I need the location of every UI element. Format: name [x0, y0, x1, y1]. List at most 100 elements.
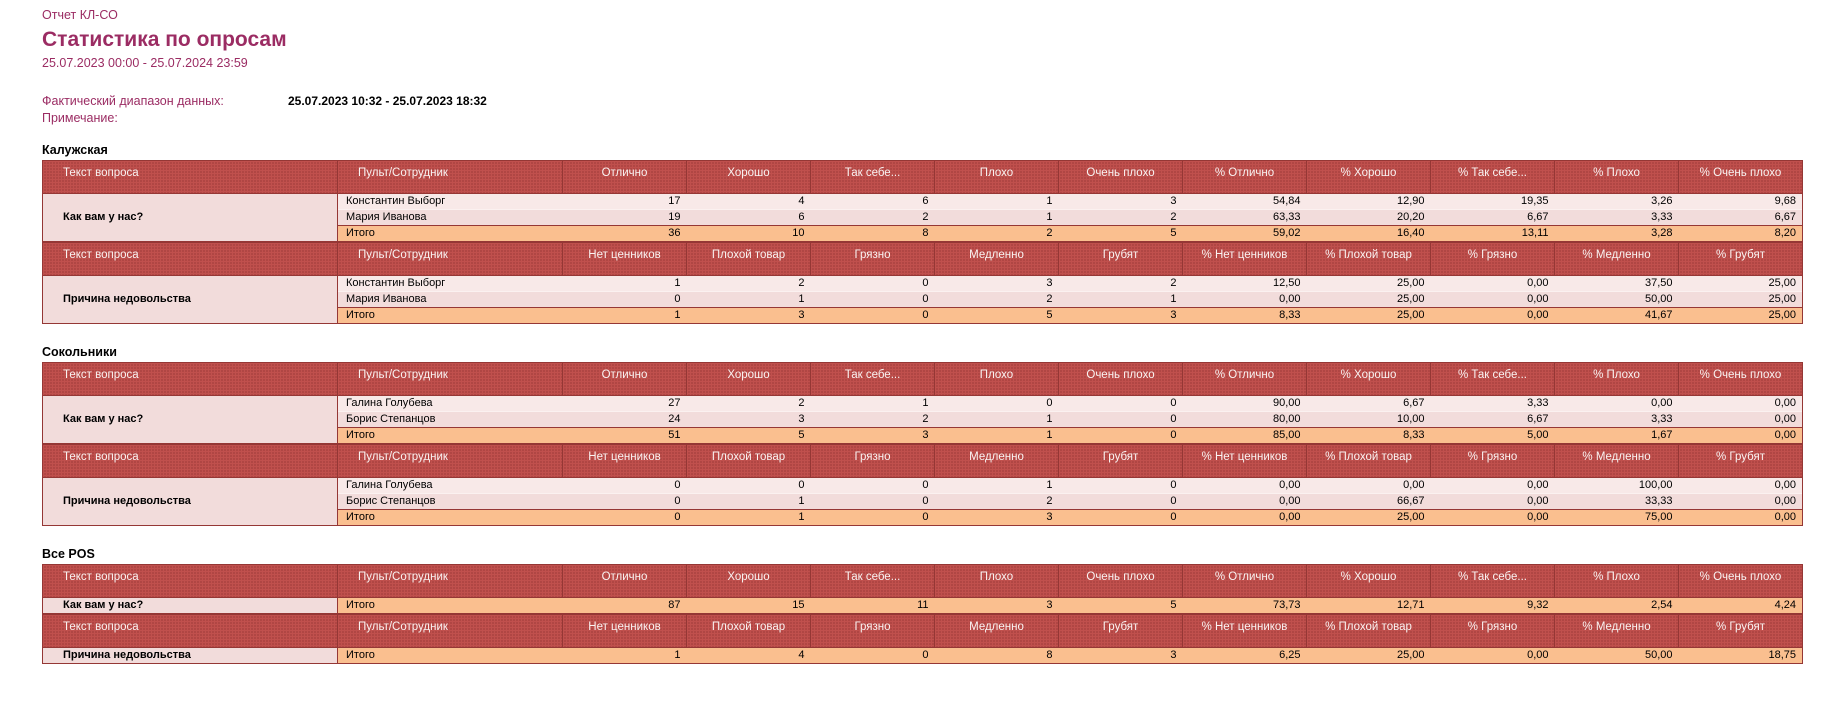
column-header-cell: % Нет ценников: [1182, 444, 1307, 478]
value-cell: 80,00: [1182, 411, 1307, 428]
value-cell: 1: [562, 647, 687, 664]
column-header-cell: Текст вопроса: [42, 242, 338, 276]
value-cell: 90,00: [1182, 395, 1307, 412]
column-header-cell: % Грубят: [1678, 614, 1803, 648]
column-header-cell: Отлично: [562, 564, 687, 598]
total-label-cell: Итого: [337, 427, 563, 444]
value-cell: 0,00: [1430, 477, 1555, 494]
value-cell: 66,67: [1306, 493, 1431, 510]
data-row: Мария Иванова 19 6 2 1 2 63,33 20,20 6,67 3,33 6,6…: [43, 209, 1803, 226]
value-cell: 6,67: [1430, 411, 1555, 428]
employee-cell: Борис Степанцов: [337, 411, 563, 428]
value-cell: 0: [686, 477, 811, 494]
value-cell: 25,00: [1306, 275, 1431, 292]
value-cell: 50,00: [1554, 291, 1679, 308]
value-cell: 3: [934, 509, 1059, 526]
page-title: Статистика по опросам: [42, 28, 287, 51]
value-cell: 41,67: [1554, 307, 1679, 324]
value-cell: 6: [810, 193, 935, 210]
section: Калужская Текст вопроса Пульт/Сотрудник Отл…: [42, 143, 1838, 324]
column-header-cell: % Хорошо: [1306, 564, 1431, 598]
value-cell: 0: [810, 493, 935, 510]
column-header-cell: % Медленно: [1554, 242, 1679, 276]
actual-range-row: Фактический диапазон данных: 25.07.2023 1…: [42, 93, 1838, 110]
value-cell: 25,00: [1678, 291, 1803, 308]
column-header-cell: Плохо: [934, 564, 1059, 598]
value-cell: 0,00: [1430, 291, 1555, 308]
column-header-cell: % Отлично: [1182, 362, 1307, 396]
value-cell: 0,00: [1430, 647, 1555, 664]
value-cell: 0,00: [1182, 509, 1307, 526]
column-header-cell: Нет ценников: [562, 614, 687, 648]
value-cell: 3: [1058, 647, 1183, 664]
value-cell: 18,75: [1678, 647, 1803, 664]
data-row: Как вам у нас? Константин Выборг 17 4 6 1 3 54,…: [42, 193, 1803, 242]
column-header-cell: % Грубят: [1678, 444, 1803, 478]
value-cell: 11: [810, 597, 935, 614]
value-cell: 1: [1058, 291, 1183, 308]
value-cell: 3: [934, 597, 1059, 614]
column-header-cell: Грубят: [1058, 242, 1183, 276]
column-header-cell: Нет ценников: [562, 242, 687, 276]
value-cell: 73,73: [1182, 597, 1307, 614]
value-cell: 5: [934, 307, 1059, 324]
column-header-cell: Медленно: [934, 242, 1059, 276]
value-cell: 1: [562, 275, 687, 292]
value-cell: 87: [562, 597, 687, 614]
value-cell: 85,00: [1182, 427, 1307, 444]
data-row: Причина недовольства Константин Выборг 1 2 0…: [42, 275, 1803, 324]
column-header-cell: Грубят: [1058, 614, 1183, 648]
value-cell: 19: [562, 209, 687, 226]
value-cell: 2: [934, 225, 1059, 242]
column-header-cell: % Плохой товар: [1306, 242, 1431, 276]
value-cell: 0,00: [1678, 493, 1803, 510]
value-cell: 63,33: [1182, 209, 1307, 226]
column-header-cell: % Плохо: [1554, 362, 1679, 396]
column-header-cell: Медленно: [934, 444, 1059, 478]
value-cell: 1: [562, 307, 687, 324]
value-cell: 10,00: [1306, 411, 1431, 428]
value-cell: 0,00: [1182, 477, 1307, 494]
report-meta: Фактический диапазон данных: 25.07.2023 1…: [42, 93, 1838, 127]
value-cell: 5,00: [1430, 427, 1555, 444]
value-cell: 0: [810, 291, 935, 308]
column-header-cell: Хорошо: [686, 564, 811, 598]
value-cell: 0: [562, 291, 687, 308]
column-header-cell: Так себе...: [810, 564, 935, 598]
value-cell: 0,00: [1182, 291, 1307, 308]
data-row: Причина недовольства Галина Голубева 0 0 0 1 0…: [42, 477, 1803, 526]
value-cell: 75,00: [1554, 509, 1679, 526]
column-header-cell: Очень плохо: [1058, 362, 1183, 396]
column-header-cell: % Хорошо: [1306, 362, 1431, 396]
column-header-cell: % Отлично: [1182, 160, 1307, 194]
column-header-cell: Пульт/Сотрудник: [337, 614, 563, 648]
value-cell: 4,24: [1678, 597, 1803, 614]
sections-container: Калужская Текст вопроса Пульт/Сотрудник Отл…: [42, 143, 1838, 664]
value-cell: 5: [686, 427, 811, 444]
stats-table: Текст вопроса Пульт/Сотрудник Отлично Хорош…: [42, 160, 1803, 242]
value-cell: 25,00: [1678, 307, 1803, 324]
value-cell: 0: [810, 307, 935, 324]
value-cell: 0,00: [1430, 307, 1555, 324]
column-header-cell: % Плохой товар: [1306, 614, 1431, 648]
employee-cell: Мария Иванова: [337, 209, 563, 226]
stats-table: Текст вопроса Пульт/Сотрудник Нет ценников…: [42, 242, 1803, 324]
actual-range-value: 25.07.2023 10:32 - 25.07.2023 18:32: [288, 94, 487, 108]
table-header-row: Текст вопроса Пульт/Сотрудник Отлично Хорош…: [42, 362, 1803, 396]
value-cell: 3: [810, 427, 935, 444]
column-header-cell: % Хорошо: [1306, 160, 1431, 194]
value-cell: 8: [810, 225, 935, 242]
value-cell: 0,00: [1430, 275, 1555, 292]
column-header-cell: % Отлично: [1182, 564, 1307, 598]
value-cell: 1: [810, 395, 935, 412]
total-label-cell: Итого: [337, 225, 563, 242]
column-header-cell: Плохой товар: [686, 444, 811, 478]
value-cell: 0: [810, 477, 935, 494]
column-header-cell: Пульт/Сотрудник: [337, 362, 563, 396]
value-cell: 1: [686, 493, 811, 510]
column-header-cell: % Так себе...: [1430, 564, 1555, 598]
value-cell: 25,00: [1306, 291, 1431, 308]
value-cell: 0: [934, 395, 1059, 412]
column-header-cell: Отлично: [562, 362, 687, 396]
column-header-cell: Очень плохо: [1058, 160, 1183, 194]
